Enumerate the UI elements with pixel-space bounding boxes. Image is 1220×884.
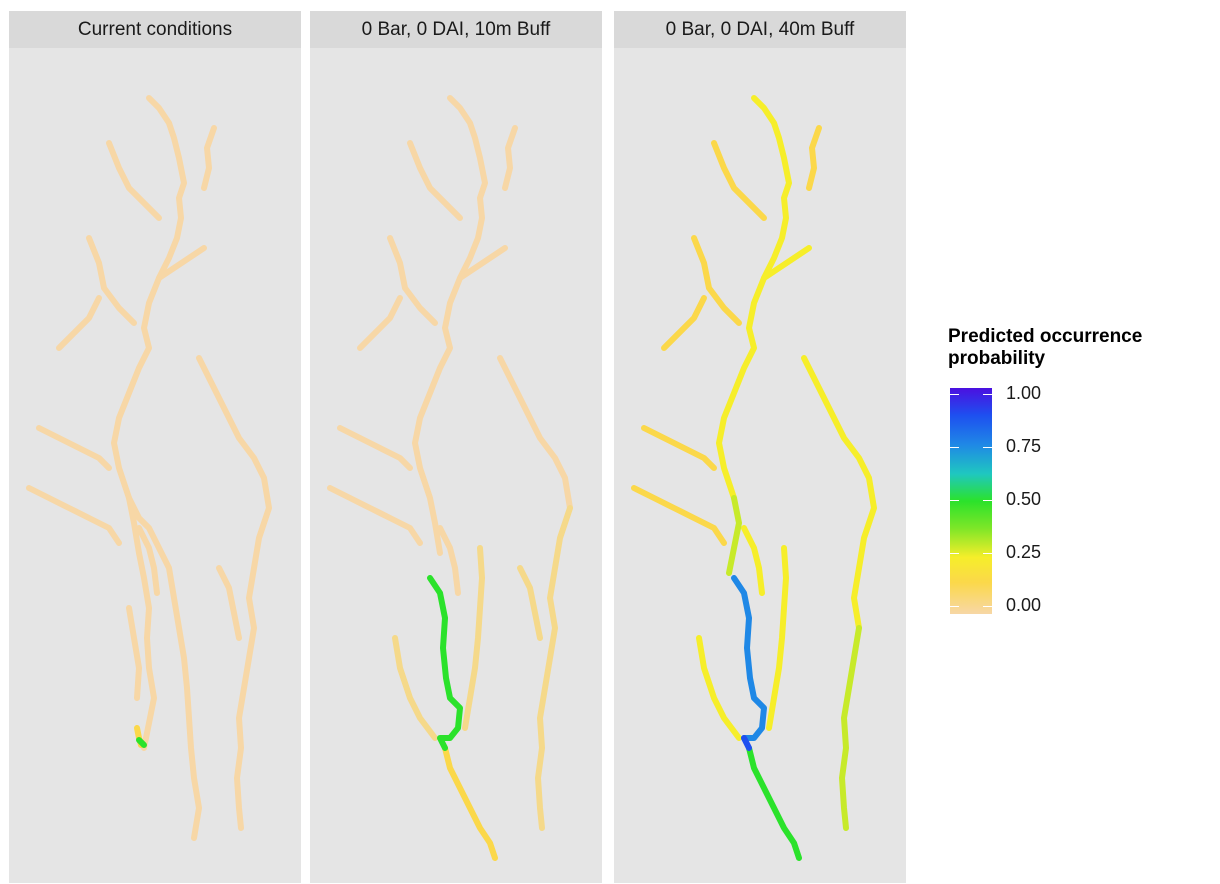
stream-trib	[741, 525, 765, 596]
legend-tick-label: 0.25	[1006, 542, 1042, 562]
map-panel-current: Current conditions	[9, 11, 301, 883]
stream-network-map-10m	[327, 95, 573, 861]
panel-title-40m: 0 Bar, 0 DAI, 40m Buff	[614, 11, 906, 48]
stream-trib	[497, 355, 573, 511]
stream-trib	[86, 235, 137, 326]
stream-highlight	[741, 735, 752, 751]
legend-title-line1: Predicted occurrence	[948, 326, 1143, 347]
panel-title-current: Current conditions	[9, 11, 301, 48]
stream-trib	[337, 425, 413, 471]
stream-trib	[766, 545, 789, 731]
stream-trib	[801, 355, 877, 631]
stream-trib	[392, 635, 438, 741]
stream-trib	[327, 485, 423, 546]
stream-trib	[462, 545, 485, 731]
stream-highlight	[731, 575, 767, 741]
stream-main	[111, 95, 187, 751]
stream-trib	[126, 605, 142, 701]
stream-trib	[126, 495, 202, 841]
map-panel-40m: 0 Bar, 0 DAI, 40m Buff	[614, 11, 906, 883]
stream-trib	[26, 485, 122, 546]
legend-tick-label: 0.00	[1006, 595, 1042, 615]
legend-colorbar	[950, 388, 992, 614]
stream-highlight	[136, 737, 147, 748]
stream-network-map-40m	[631, 95, 877, 861]
stream-trib	[437, 525, 461, 596]
stream-trib	[106, 140, 162, 221]
stream-trib	[517, 565, 543, 641]
stream-trib	[535, 505, 573, 831]
stream-trib	[407, 140, 463, 221]
stream-trib	[761, 245, 812, 281]
stream-main	[412, 95, 488, 556]
stream-trib	[136, 525, 160, 596]
legend-tick-label: 0.75	[1006, 436, 1042, 456]
legend: Predicted occurrence probability 1.00 0.…	[948, 326, 1216, 615]
stream-trib	[806, 125, 822, 191]
stream-network-map-current	[26, 95, 272, 841]
stream-trib	[196, 355, 272, 831]
stream-trib	[357, 295, 403, 351]
map-panel-10m: 0 Bar, 0 DAI, 10m Buff	[310, 11, 602, 883]
legend-tick-label: 1.00	[1006, 383, 1042, 403]
stream-trib	[839, 625, 862, 831]
stream-highlight	[427, 575, 463, 751]
stream-trib	[201, 125, 217, 191]
stream-trib	[661, 295, 707, 351]
legend-title-line2: probability	[948, 348, 1046, 369]
legend-tick-label: 0.50	[1006, 489, 1042, 509]
stream-trib	[216, 565, 242, 641]
stream-trib	[726, 495, 742, 576]
stream-trib	[56, 295, 102, 351]
stream-trib	[631, 485, 727, 546]
stream-trib	[36, 425, 112, 471]
stream-trib	[387, 235, 438, 326]
stream-trib	[641, 425, 717, 471]
stream-trib	[711, 140, 767, 221]
panel-title-10m: 0 Bar, 0 DAI, 10m Buff	[310, 11, 602, 48]
stream-trib	[502, 125, 518, 191]
stream-trib	[442, 745, 498, 861]
stream-main	[716, 95, 792, 501]
stream-trib	[156, 245, 207, 281]
stream-highlight	[746, 745, 802, 861]
stream-trib	[457, 245, 508, 281]
stream-trib	[691, 235, 742, 326]
stream-trib	[696, 635, 742, 741]
